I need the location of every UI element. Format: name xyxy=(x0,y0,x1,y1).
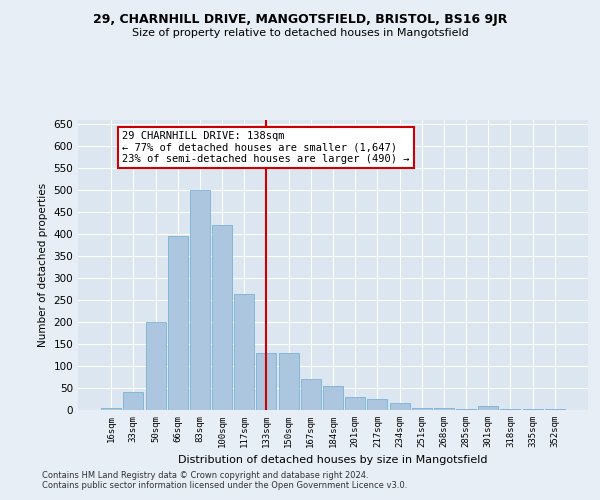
Text: Contains public sector information licensed under the Open Government Licence v3: Contains public sector information licen… xyxy=(42,481,407,490)
Bar xyxy=(523,409,542,410)
Bar xyxy=(190,190,210,410)
Bar xyxy=(345,397,365,410)
Text: Size of property relative to detached houses in Mangotsfield: Size of property relative to detached ho… xyxy=(131,28,469,38)
Bar xyxy=(323,386,343,410)
Bar xyxy=(124,392,143,410)
Bar xyxy=(256,353,277,410)
Bar xyxy=(389,404,410,410)
Bar xyxy=(146,322,166,410)
Bar xyxy=(456,409,476,410)
Text: 29 CHARNHILL DRIVE: 138sqm
← 77% of detached houses are smaller (1,647)
23% of s: 29 CHARNHILL DRIVE: 138sqm ← 77% of deta… xyxy=(122,131,410,164)
Text: Contains HM Land Registry data © Crown copyright and database right 2024.: Contains HM Land Registry data © Crown c… xyxy=(42,471,368,480)
Text: 29, CHARNHILL DRIVE, MANGOTSFIELD, BRISTOL, BS16 9JR: 29, CHARNHILL DRIVE, MANGOTSFIELD, BRIST… xyxy=(93,12,507,26)
Bar xyxy=(278,353,299,410)
Y-axis label: Number of detached properties: Number of detached properties xyxy=(38,183,48,347)
Bar xyxy=(367,399,388,410)
Bar xyxy=(234,294,254,410)
Bar xyxy=(434,408,454,410)
Bar xyxy=(101,408,121,410)
X-axis label: Distribution of detached houses by size in Mangotsfield: Distribution of detached houses by size … xyxy=(178,456,488,466)
Bar xyxy=(412,408,432,410)
Bar xyxy=(212,226,232,410)
Bar xyxy=(545,409,565,410)
Bar xyxy=(168,236,188,410)
Bar xyxy=(500,409,520,410)
Bar xyxy=(301,379,321,410)
Bar xyxy=(478,406,498,410)
